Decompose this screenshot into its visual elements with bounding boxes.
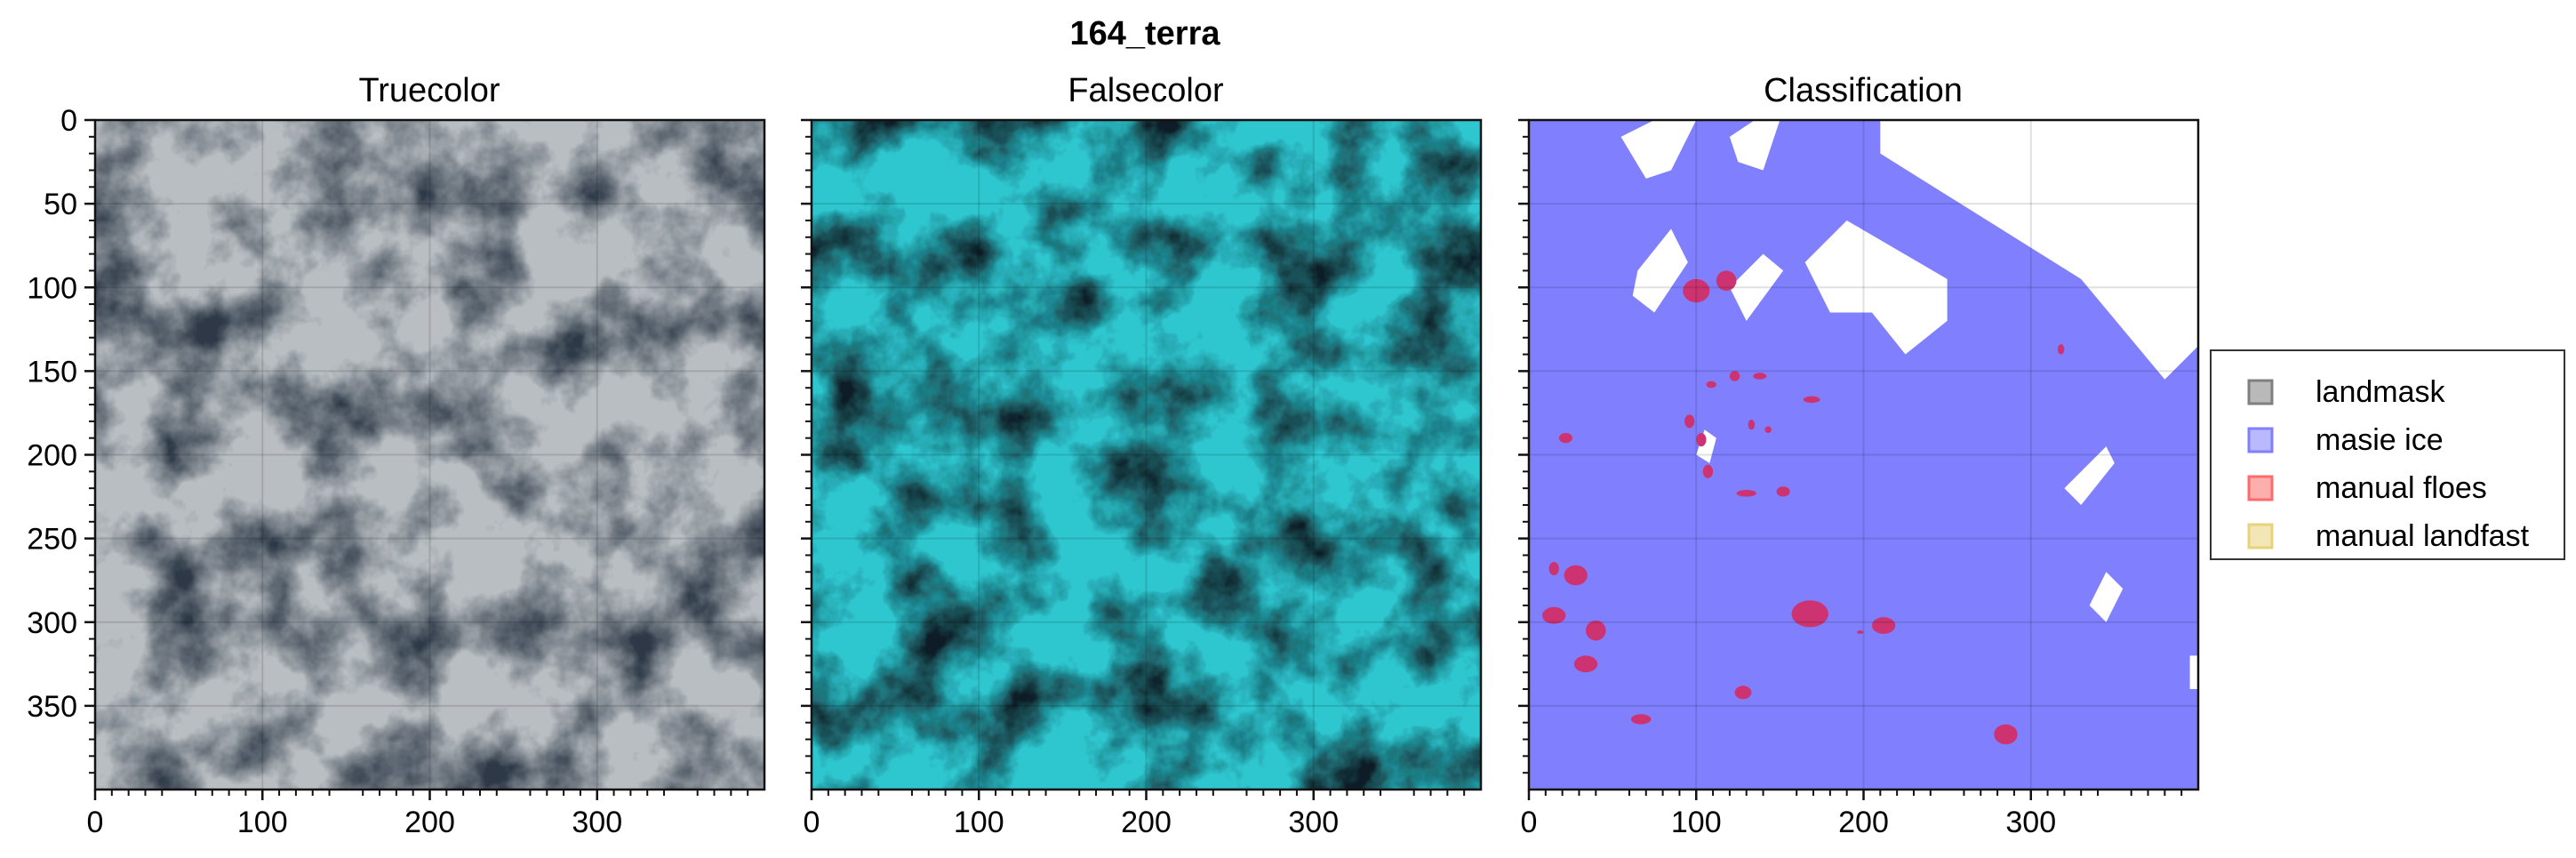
x-tick-label: 0 xyxy=(87,806,104,839)
legend-swatch xyxy=(2247,523,2274,549)
no-data-gap xyxy=(1696,429,1716,463)
legend: landmask masie ice manual floes manual land… xyxy=(2210,349,2565,560)
x-tick-label: 200 xyxy=(404,806,455,839)
y-tick-label: 250 xyxy=(27,523,77,557)
truecolor-title: Truecolor xyxy=(358,72,500,109)
no-data-gap xyxy=(1804,220,1948,355)
x-tick-label: 100 xyxy=(237,806,288,839)
classification-image xyxy=(1529,120,2198,790)
manual-floe xyxy=(1764,426,1772,434)
falsecolor-grid xyxy=(811,119,1481,790)
manual-floe xyxy=(1748,419,1756,430)
manual-floe xyxy=(1542,606,1566,624)
y-tick-label: 100 xyxy=(27,271,77,305)
y-tick-label: 150 xyxy=(27,355,77,389)
legend-label: landmask xyxy=(2316,375,2446,409)
manual-floe xyxy=(1548,561,1559,576)
manual-floe xyxy=(1734,686,1752,700)
classification-title: Classification xyxy=(1764,72,1963,109)
manual-floe xyxy=(1702,464,1714,478)
falsecolor-ticks: 0 100 200 300 xyxy=(801,118,1466,839)
manual-floe xyxy=(1683,278,1710,303)
classification-ticks: 0 100 200 300 xyxy=(1518,118,2183,839)
manual-floe xyxy=(1803,396,1820,404)
manual-floe xyxy=(1684,414,1695,429)
no-data-gap xyxy=(1729,120,1780,171)
manual-floe xyxy=(1994,724,2018,745)
manual-floe xyxy=(1871,617,1896,634)
legend-label: masie ice xyxy=(2316,423,2444,457)
legend-swatch xyxy=(2247,379,2274,405)
x-tick-label: 300 xyxy=(1288,806,1339,839)
falsecolor-panel: Falsecolor 0 100 200 300 xyxy=(801,72,1483,839)
no-data-gap xyxy=(2189,655,2198,690)
manual-floe xyxy=(1696,433,1707,447)
x-tick-label: 100 xyxy=(954,806,1004,839)
x-tick-label: 300 xyxy=(572,806,622,839)
y-tick-label: 200 xyxy=(27,439,77,473)
manual-floe xyxy=(1776,486,1790,497)
manual-floe xyxy=(1586,620,1606,641)
manual-floe xyxy=(1706,381,1716,389)
no-data-gap xyxy=(1729,253,1784,321)
y-tick-label: 350 xyxy=(27,690,77,724)
manual-floe xyxy=(1564,565,1588,586)
manual-floe xyxy=(1630,714,1652,725)
manual-floe xyxy=(1729,371,1740,381)
falsecolor-title: Falsecolor xyxy=(1068,72,1224,109)
x-tick-label: 100 xyxy=(1671,806,1722,839)
manual-floe xyxy=(1736,490,1757,497)
no-data-gap xyxy=(2089,572,2124,622)
truecolor-ticks: 0 100 200 300 0 50 100 150 200 250 300 350 xyxy=(27,104,749,839)
legend-swatch xyxy=(2247,427,2274,453)
legend-swatch xyxy=(2247,475,2274,501)
no-data-gap xyxy=(1632,229,1688,313)
x-tick-label: 0 xyxy=(1521,806,1538,839)
no-data-gap xyxy=(1620,120,1697,179)
no-data-gap xyxy=(1880,120,2198,380)
figure-title: 164_terra xyxy=(1069,15,1220,52)
x-tick-label: 200 xyxy=(1838,806,1889,839)
y-tick-label: 0 xyxy=(60,104,77,138)
manual-floe xyxy=(1573,655,1598,673)
manual-floe xyxy=(1558,433,1572,444)
legend-label: manual landfast xyxy=(2316,519,2530,553)
manual-floe xyxy=(1856,630,1864,634)
x-tick-label: 300 xyxy=(2005,806,2056,839)
legend-label: manual floes xyxy=(2316,471,2487,505)
manual-floe xyxy=(1753,373,1767,380)
x-tick-label: 0 xyxy=(804,806,820,839)
truecolor-panel: Truecolor 0 100 200 300 0 50 100 150 200 250 300 35… xyxy=(27,72,766,839)
y-tick-label: 50 xyxy=(44,188,77,221)
x-tick-label: 200 xyxy=(1121,806,1172,839)
manual-floe xyxy=(1791,600,1828,628)
no-data-gap xyxy=(2064,446,2115,505)
classification-panel: Classification 0 100 200 300 xyxy=(1518,72,2200,839)
truecolor-image xyxy=(95,120,764,790)
manual-floe xyxy=(2057,344,2065,355)
manual-floe xyxy=(1716,270,1737,292)
y-tick-label: 300 xyxy=(27,606,77,640)
falsecolor-image xyxy=(812,120,1481,790)
